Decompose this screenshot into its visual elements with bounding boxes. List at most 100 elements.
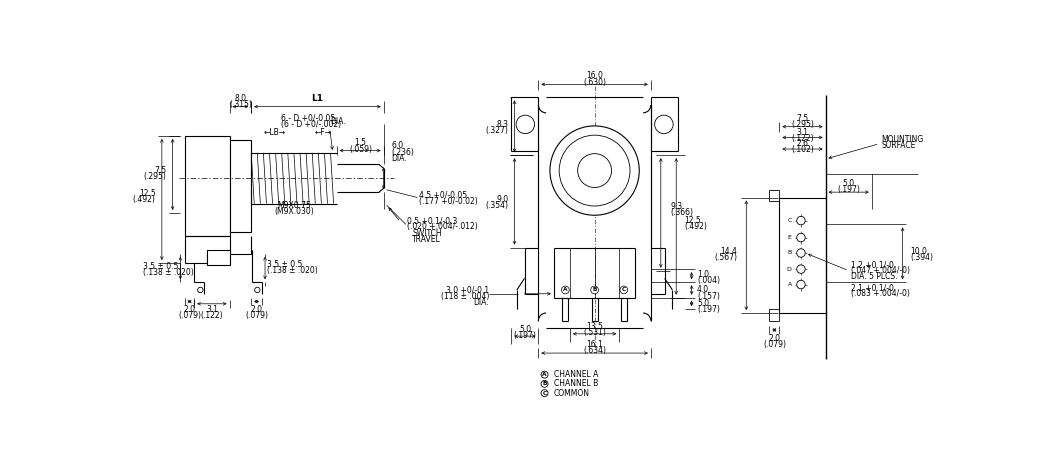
Text: SURFACE: SURFACE [881, 141, 915, 151]
Text: (.138 ± .020): (.138 ± .020) [144, 269, 194, 278]
Text: (.492): (.492) [684, 222, 707, 231]
Text: 3.1: 3.1 [797, 128, 808, 137]
Text: 4.0: 4.0 [697, 285, 709, 294]
Bar [207, 250, 231, 265]
Bar [185, 136, 230, 236]
Text: (.102): (.102) [791, 146, 814, 154]
Text: (.567): (.567) [714, 253, 737, 262]
Text: 3.5 ± 0.5: 3.5 ± 0.5 [144, 263, 179, 271]
Text: (.630): (.630) [583, 78, 606, 87]
Text: 7.5: 7.5 [797, 114, 808, 123]
Text: A: A [787, 282, 791, 287]
Text: DIA. 5 PLCS.: DIA. 5 PLCS. [851, 272, 898, 281]
Text: DIA.: DIA. [473, 298, 489, 307]
Bar [770, 309, 779, 321]
Circle shape [797, 280, 805, 289]
Circle shape [541, 381, 548, 387]
Text: 3.0 +0/-0.1: 3.0 +0/-0.1 [446, 285, 489, 294]
Text: (.177 +0/-0.02): (.177 +0/-0.02) [419, 197, 477, 206]
Text: 5.0: 5.0 [519, 325, 531, 334]
Text: 12.5: 12.5 [684, 216, 701, 225]
Text: 1.5: 1.5 [355, 138, 366, 147]
Text: L1: L1 [311, 95, 323, 103]
Text: 3.5 ± 0.5: 3.5 ± 0.5 [267, 260, 303, 269]
Text: (.004): (.004) [697, 276, 720, 285]
Text: 7.5: 7.5 [154, 166, 166, 175]
Text: (.236): (.236) [391, 148, 414, 157]
Text: C: C [787, 218, 791, 223]
Text: (.083 +.004/-0): (.083 +.004/-0) [851, 289, 910, 298]
Text: (.492): (.492) [133, 196, 156, 204]
Text: M9X0.75: M9X0.75 [278, 201, 311, 210]
Text: ←LB→: ←LB→ [264, 128, 286, 137]
Text: C: C [543, 391, 547, 396]
Text: (.295): (.295) [144, 172, 166, 181]
Circle shape [591, 286, 598, 294]
Text: (118 ± .004): (118 ± .004) [441, 291, 489, 301]
Text: CHANNEL B: CHANNEL B [553, 380, 598, 388]
Text: D: D [787, 267, 791, 272]
Text: 6.0: 6.0 [391, 141, 404, 151]
Text: 12.5: 12.5 [139, 189, 156, 198]
Text: COMMON: COMMON [553, 389, 590, 397]
Text: A: A [542, 372, 547, 377]
Text: 8.0: 8.0 [234, 95, 246, 103]
Circle shape [255, 287, 260, 293]
Text: (.122): (.122) [201, 311, 224, 320]
Text: 1.0: 1.0 [697, 270, 709, 279]
Text: E: E [788, 235, 791, 240]
Text: (.020 +.004/-.012): (.020 +.004/-.012) [408, 222, 478, 231]
Text: 2.0: 2.0 [769, 334, 780, 343]
Text: 2.6: 2.6 [797, 139, 808, 148]
Bar [230, 140, 252, 232]
Text: 4.5 +0/-0.05: 4.5 +0/-0.05 [419, 191, 467, 200]
Text: C: C [622, 287, 626, 292]
Text: (.079): (.079) [178, 311, 201, 320]
Bar [770, 190, 779, 202]
Circle shape [516, 115, 535, 134]
Text: B: B [787, 251, 791, 256]
Text: (.197): (.197) [697, 305, 720, 313]
Text: 2.1 +0.1/-0: 2.1 +0.1/-0 [851, 283, 894, 292]
Text: (.079): (.079) [763, 340, 786, 349]
Text: B: B [543, 381, 547, 386]
Text: TRAVEL: TRAVEL [412, 235, 441, 244]
Text: (.197): (.197) [837, 185, 860, 194]
Circle shape [797, 233, 805, 242]
Text: (.079): (.079) [245, 311, 268, 320]
Text: 13.5: 13.5 [587, 322, 603, 330]
Text: 2.0: 2.0 [251, 305, 262, 313]
Text: (.295): (.295) [791, 120, 814, 129]
Text: (.354): (.354) [486, 202, 509, 211]
Text: (.394): (.394) [910, 253, 933, 262]
Text: (.157): (.157) [697, 291, 720, 301]
Text: 0.5 +0.1/-0.3: 0.5 +0.1/-0.3 [408, 216, 458, 225]
Text: B: B [593, 287, 597, 292]
Circle shape [560, 135, 630, 206]
Text: MOUNTING: MOUNTING [881, 135, 924, 144]
Text: 16.0: 16.0 [587, 71, 603, 80]
Text: (.531): (.531) [583, 328, 606, 337]
Text: (.315): (.315) [229, 100, 252, 109]
Text: (.138 ± .020): (.138 ± .020) [267, 266, 318, 275]
Text: 6 - D +0/-0.05: 6 - D +0/-0.05 [281, 114, 336, 123]
Text: (.059): (.059) [349, 145, 372, 153]
Text: 2.0: 2.0 [184, 305, 196, 313]
Text: (.122): (.122) [791, 134, 814, 143]
Text: ←F→: ←F→ [315, 128, 332, 137]
Text: 5.0: 5.0 [697, 298, 709, 308]
Text: 9.3: 9.3 [670, 202, 682, 211]
Circle shape [620, 286, 628, 294]
Text: (M9X.030): (M9X.030) [275, 207, 314, 216]
Circle shape [654, 115, 673, 134]
Text: (.047 +.004/-0): (.047 +.004/-0) [851, 266, 910, 275]
Circle shape [550, 126, 640, 215]
Text: A: A [563, 287, 568, 292]
Text: 5.0: 5.0 [842, 179, 855, 188]
Text: (.197): (.197) [514, 331, 537, 340]
Text: DIA.: DIA. [391, 154, 407, 163]
Text: (6 - D +0/-.002): (6 - D +0/-.002) [281, 120, 341, 129]
Text: 1.2 +0.1/-0: 1.2 +0.1/-0 [851, 260, 894, 269]
Circle shape [198, 287, 203, 293]
Text: 14.4: 14.4 [720, 247, 737, 256]
